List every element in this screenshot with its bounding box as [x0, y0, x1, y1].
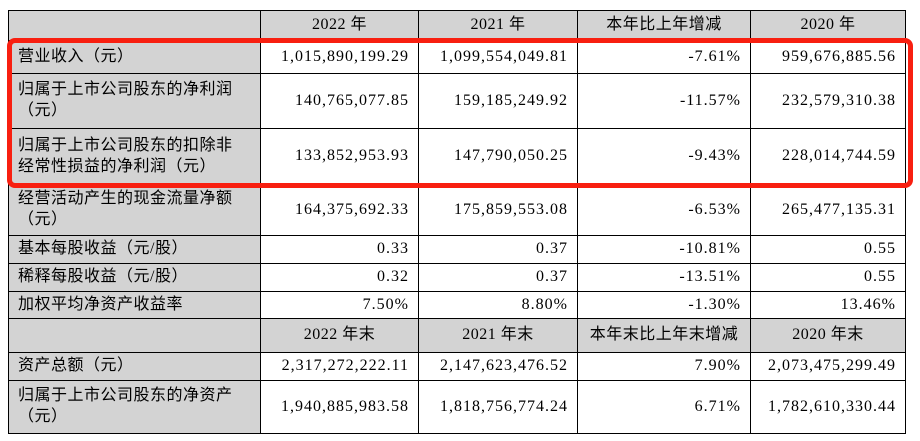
value-2020: 265,477,135.31: [750, 184, 906, 236]
column-header-2020: 2020 年: [750, 10, 906, 41]
header-row-year-end: 2022 年末 2021 年末 本年末比上年末增减 2020 年末: [8, 318, 906, 353]
corner-cell: [8, 318, 261, 353]
row-label: 加权平均净资产收益率: [8, 291, 261, 319]
row-label: 归属于上市公司股东的净资产 （元）: [8, 380, 261, 434]
table-row-total-assets: 资产总额（元） 2,317,272,222.11 2,147,623,476.5…: [8, 352, 906, 381]
column-header-2021: 2021 年: [418, 10, 578, 41]
value-2021: 159,185,249.92: [418, 73, 578, 129]
column-header-yoy-change: 本年比上年增减: [577, 10, 751, 41]
row-label: 经营活动产生的现金流量净额 （元）: [8, 184, 261, 236]
corner-cell: [8, 10, 261, 41]
value-2022: 0.33: [260, 235, 419, 264]
table-row-net-profit-excl-nonrecurring: 归属于上市公司股东的扣除非 经常性损益的净利润（元） 133,852,953.9…: [8, 128, 906, 185]
value-2022: 164,375,692.33: [260, 184, 419, 236]
value-2021: 1,818,756,774.24: [418, 380, 578, 434]
value-change: -10.81%: [577, 235, 751, 264]
value-2022: 2,317,272,222.11: [260, 352, 419, 381]
value-2020: 13.46%: [750, 291, 906, 319]
value-2020: 0.55: [750, 263, 906, 292]
value-change: -7.61%: [577, 40, 751, 74]
key-financial-data-table: 2022 年 2021 年 本年比上年增减 2020 年 营业收入（元） 1,0…: [8, 10, 906, 434]
value-2020: 1,782,610,330.44: [750, 380, 906, 434]
column-header-2022: 2022 年: [260, 10, 419, 41]
value-2020: 959,676,885.56: [750, 40, 906, 74]
value-2021: 147,790,050.25: [418, 128, 578, 185]
value-change: -6.53%: [577, 184, 751, 236]
row-label: 资产总额（元）: [8, 352, 261, 381]
value-change: -9.43%: [577, 128, 751, 185]
value-2021: 0.37: [418, 235, 578, 264]
column-header-year-end-change: 本年末比上年末增减: [577, 318, 751, 353]
value-2021: 1,099,554,049.81: [418, 40, 578, 74]
value-2021: 8.80%: [418, 291, 578, 319]
table-row-operating-revenue: 营业收入（元） 1,015,890,199.29 1,099,554,049.8…: [8, 40, 906, 74]
value-2022: 0.32: [260, 263, 419, 292]
row-label: 稀释每股收益（元/股）: [8, 263, 261, 292]
value-2022: 133,852,953.93: [260, 128, 419, 185]
row-label: 营业收入（元）: [8, 40, 261, 74]
value-2020: 228,014,744.59: [750, 128, 906, 185]
header-row-annual: 2022 年 2021 年 本年比上年增减 2020 年: [8, 10, 906, 41]
table-row-operating-cash-flow: 经营活动产生的现金流量净额 （元） 164,375,692.33 175,859…: [8, 184, 906, 236]
value-change: -13.51%: [577, 263, 751, 292]
value-2021: 175,859,553.08: [418, 184, 578, 236]
table-row-diluted-eps: 稀释每股收益（元/股） 0.32 0.37 -13.51% 0.55: [8, 263, 906, 292]
value-change: -1.30%: [577, 291, 751, 319]
table-row-net-profit: 归属于上市公司股东的净利润 （元） 140,765,077.85 159,185…: [8, 73, 906, 129]
row-label: 基本每股收益（元/股）: [8, 235, 261, 264]
value-change: 6.71%: [577, 380, 751, 434]
value-2020: 232,579,310.38: [750, 73, 906, 129]
value-change: -11.57%: [577, 73, 751, 129]
column-header-2022-end: 2022 年末: [260, 318, 419, 353]
table-row-basic-eps: 基本每股收益（元/股） 0.33 0.37 -10.81% 0.55: [8, 235, 906, 264]
value-2021: 0.37: [418, 263, 578, 292]
row-label: 归属于上市公司股东的净利润 （元）: [8, 73, 261, 129]
value-2020: 2,073,475,299.49: [750, 352, 906, 381]
value-2022: 1,940,885,983.58: [260, 380, 419, 434]
value-change: 7.90%: [577, 352, 751, 381]
value-2022: 1,015,890,199.29: [260, 40, 419, 74]
value-2020: 0.55: [750, 235, 906, 264]
row-label: 归属于上市公司股东的扣除非 经常性损益的净利润（元）: [8, 128, 261, 185]
value-2021: 2,147,623,476.52: [418, 352, 578, 381]
table-row-net-assets: 归属于上市公司股东的净资产 （元） 1,940,885,983.58 1,818…: [8, 380, 906, 434]
table-row-weighted-avg-roe: 加权平均净资产收益率 7.50% 8.80% -1.30% 13.46%: [8, 291, 906, 319]
column-header-2020-end: 2020 年末: [750, 318, 906, 353]
value-2022: 140,765,077.85: [260, 73, 419, 129]
column-header-2021-end: 2021 年末: [418, 318, 578, 353]
value-2022: 7.50%: [260, 291, 419, 319]
